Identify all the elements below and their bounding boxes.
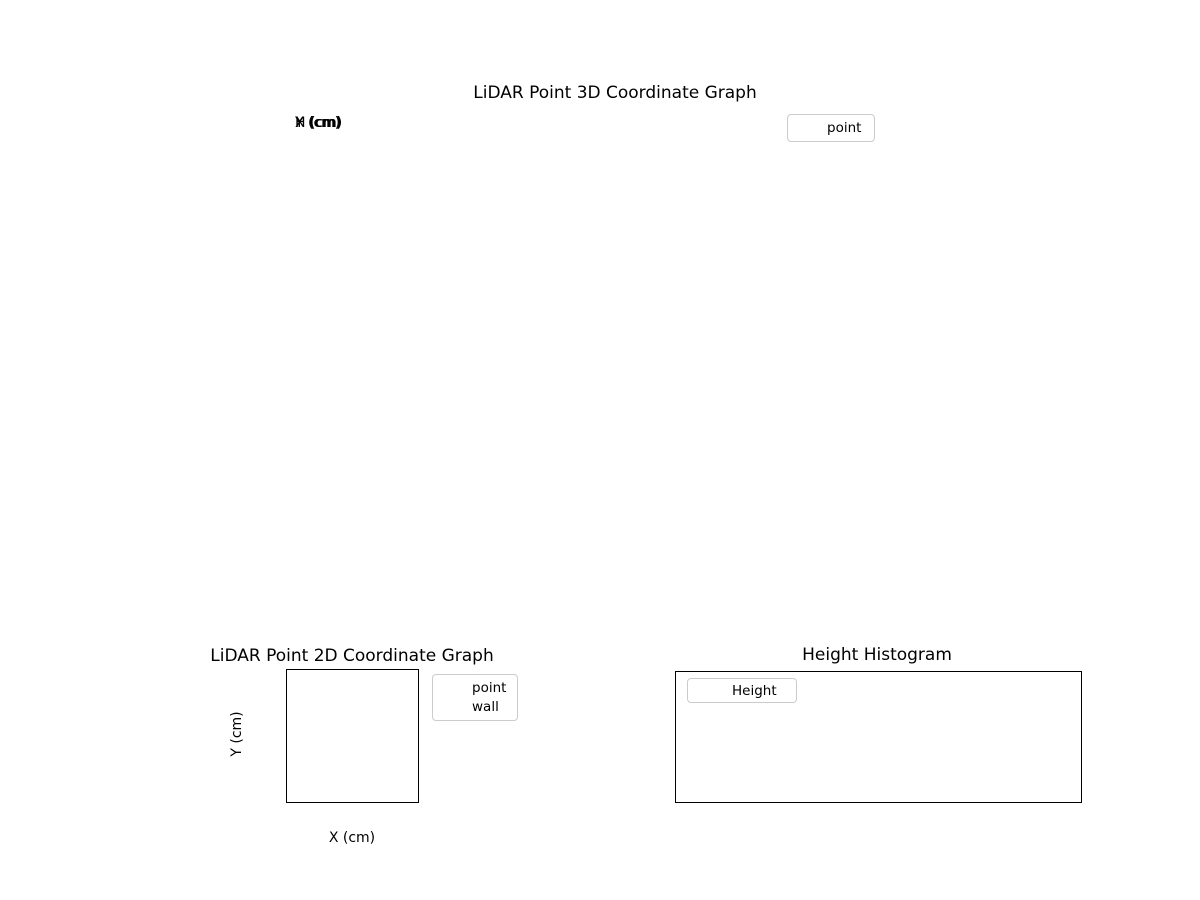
- hist-legend-item-height: Height: [698, 683, 786, 699]
- plot2d-legend-item-wall: wall: [443, 698, 507, 717]
- plot3d-xlabel: X (cm): [295, 115, 342, 131]
- plot2d-legend[interactable]: point wall: [432, 674, 518, 721]
- plot2d-title: LiDAR Point 2D Coordinate Graph: [210, 646, 494, 666]
- plot2d-canvas: [286, 669, 419, 803]
- hist-legend[interactable]: Height: [687, 678, 797, 703]
- hist-title: Height Histogram: [802, 645, 952, 665]
- legend-label: Height: [732, 682, 777, 699]
- legend-label: wall: [472, 698, 499, 715]
- point-marker-icon: [449, 684, 458, 693]
- plot3d-ylabel: Y (cm): [295, 115, 341, 131]
- height-marker-icon: [700, 685, 722, 696]
- plot2d-legend-item-point: point: [443, 679, 507, 698]
- plot2d-ylabel: Y (cm): [229, 711, 245, 757]
- plot2d-xlabel: X (cm): [328, 830, 376, 846]
- legend-label: point: [472, 680, 507, 697]
- wall-marker-icon: [449, 702, 458, 711]
- plot3d-axes: X (cm) Y (cm) H (cm): [295, 115, 910, 637]
- plot3d-canvas: [295, 115, 910, 637]
- plot3d-title: LiDAR Point 3D Coordinate Graph: [473, 83, 757, 103]
- plot3d-zlabel: H (cm): [295, 115, 343, 131]
